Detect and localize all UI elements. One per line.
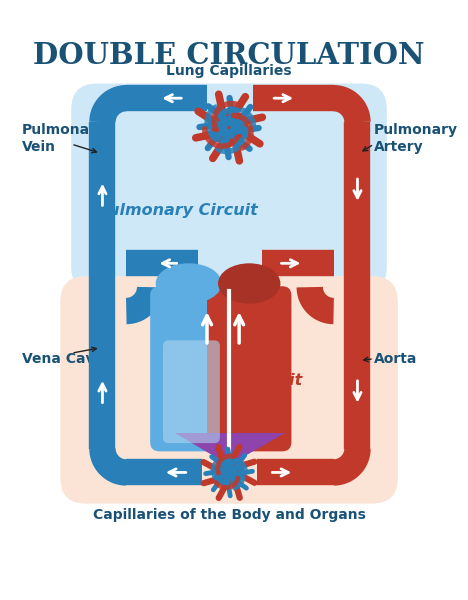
Text: Vena Cava: Vena Cava	[22, 352, 104, 366]
Text: Aorta: Aorta	[374, 352, 417, 366]
Text: Pulmonary Circuit: Pulmonary Circuit	[97, 203, 258, 218]
Text: Pulmonary
Vein: Pulmonary Vein	[22, 123, 106, 154]
Text: Pulmonary
Artery: Pulmonary Artery	[374, 123, 458, 154]
Text: Lung Capillaries: Lung Capillaries	[166, 64, 292, 78]
Ellipse shape	[156, 263, 222, 304]
FancyBboxPatch shape	[207, 286, 292, 451]
FancyBboxPatch shape	[71, 83, 387, 293]
FancyBboxPatch shape	[150, 286, 234, 451]
Text: Systemic Circuit: Systemic Circuit	[156, 373, 302, 388]
Text: Capillaries of the Body and Organs: Capillaries of the Body and Organs	[93, 508, 366, 522]
Polygon shape	[175, 433, 285, 465]
FancyBboxPatch shape	[163, 340, 220, 443]
Text: DOUBLE CIRCULATION: DOUBLE CIRCULATION	[33, 41, 425, 70]
FancyBboxPatch shape	[60, 276, 398, 503]
Ellipse shape	[218, 263, 280, 304]
